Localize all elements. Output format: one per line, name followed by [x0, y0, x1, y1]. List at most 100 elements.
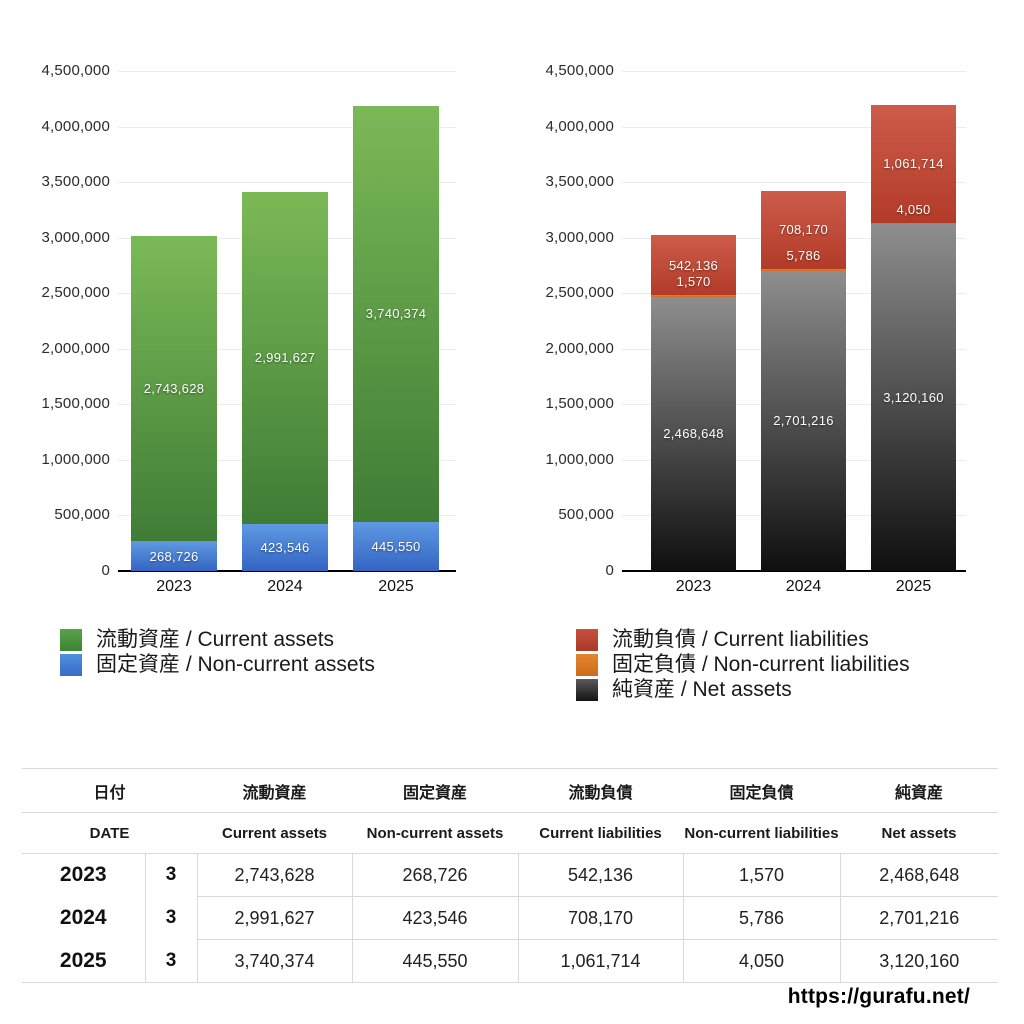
bar-segment-current-assets-2023: [131, 236, 217, 542]
table-header-row-ja: 日付 流動資産 固定資産 流動負債 固定負債 純資産: [22, 768, 999, 813]
liabilities-chart: 0 500,000 1,000,000 1,500,000 2,000,000 2,500…: [520, 55, 990, 615]
y-tick-label: 4,500,000: [41, 62, 110, 79]
current-assets-legend-swatch-icon: [60, 628, 82, 651]
bar-segment-current-liabilities-2024: [761, 190, 846, 270]
bar-segment-non-current-liabilities-2024: [761, 269, 846, 271]
bar-segment-non-current-liabilities-2023: [651, 295, 736, 297]
legend-item-non-current-liabilities: 固定負債 / Non-current liabilities: [576, 652, 910, 677]
bar-value-label-non-current-liabilities-2025: 4,050: [896, 201, 931, 217]
source-url: https://gurafu.net/: [787, 985, 970, 1008]
legend-label-current-liabilities: 流動負債 / Current liabilities: [612, 627, 869, 651]
y-tick-label: 3,500,000: [41, 173, 110, 191]
bar-segment-net-assets-2023: [651, 296, 736, 571]
bar-segment-net-assets-2024: [761, 270, 846, 571]
assets-chart: 0 500,000 1,000,000 1,500,000 2,000,000 2,500…: [16, 55, 486, 615]
net-assets-cell: 2,701,216: [839, 896, 999, 940]
col-header-date-en: DATE: [22, 812, 198, 854]
x-tick-label-2023: 2023: [675, 578, 712, 595]
non-current-liabilities-cell: 4,050: [682, 939, 841, 983]
y-tick-label: 2,500,000: [41, 284, 110, 302]
bar-value-label-net-assets-2023: 2,468,648: [663, 426, 724, 442]
month-cell: 3: [144, 939, 198, 983]
bar-value-label-current-liabilities-2024: 708,170: [778, 222, 829, 238]
bar-value-label-net-assets-2025: 3,120,160: [883, 390, 944, 406]
y-tick-label: 1,500,000: [545, 395, 614, 413]
current-liabilities-cell: 708,170: [517, 896, 684, 940]
col-header-current-liabilities-en: Current liabilities: [518, 812, 684, 854]
y-tick-label: 1,000,000: [545, 450, 614, 468]
bar-value-label-net-assets-2024: 2,701,216: [773, 413, 834, 429]
non-current-liabilities-cell: 1,570: [682, 853, 841, 897]
y-tick-label: 4,500,000: [545, 62, 614, 79]
y-tick-label: 500,000: [54, 506, 110, 524]
net-assets-cell: 3,120,160: [839, 939, 999, 983]
current-assets-cell: 3,740,374: [196, 939, 353, 983]
year-cell: 2025: [22, 939, 145, 983]
assets-chart-plot: 268,726 2,743,628 423,546 2,991,627 445,550 3…: [118, 71, 456, 572]
legend-label-non-current-liabilities: 固定負債 / Non-current liabilities: [612, 652, 910, 676]
table-row-2024: 2024 3 2,991,627 423,546 708,170 5,786 2…: [22, 896, 999, 940]
col-header-non-current-assets-ja: 固定資産: [352, 768, 519, 813]
x-tick-label-2025: 2025: [378, 578, 414, 595]
non-current-assets-cell: 445,550: [351, 939, 519, 983]
col-header-non-current-liabilities-ja: 固定負債: [683, 768, 841, 813]
non-current-liabilities-cell: 5,786: [682, 896, 841, 940]
current-assets-cell: 2,991,627: [196, 896, 353, 940]
non-current-assets-legend-swatch-icon: [60, 653, 82, 676]
legend-item-current-liabilities: 流動負債 / Current liabilities: [576, 627, 910, 652]
x-tick-label-2025: 2025: [895, 578, 932, 595]
month-cell: 3: [144, 896, 198, 940]
col-header-net-assets-en: Net assets: [840, 812, 999, 854]
assets-chart-x-axis-line: [118, 570, 456, 572]
bar-segment-non-current-assets-2025: [353, 521, 439, 571]
liabilities-chart-x-axis-line: [622, 570, 966, 572]
legend-item-net-assets: 純資産 / Net assets: [576, 677, 910, 702]
bar-value-label-non-current-assets-2023: 268,726: [149, 548, 199, 564]
assets-legend: 流動資産 / Current assets 固定資産 / Non-current …: [60, 627, 375, 677]
month-cell: 3: [144, 853, 198, 897]
legend-item-non-current-assets: 固定資産 / Non-current assets: [60, 652, 375, 677]
col-header-current-liabilities-ja: 流動負債: [518, 768, 684, 813]
bar-value-label-non-current-liabilities-2023: 1,570: [676, 274, 711, 290]
legend-label-current-assets: 流動資産 / Current assets: [96, 627, 335, 651]
bar-segment-current-assets-2025: [353, 105, 439, 522]
col-header-non-current-liabilities-en: Non-current liabilities: [683, 812, 841, 854]
y-tick-label: 4,000,000: [545, 117, 614, 135]
balance-sheet-table: 日付 流動資産 固定資産 流動負債 固定負債 純資産 DATE Current …: [22, 768, 999, 983]
legend-label-net-assets: 純資産 / Net assets: [612, 677, 792, 701]
legend-label-non-current-assets: 固定資産 / Non-current assets: [96, 652, 375, 676]
bar-value-label-non-current-liabilities-2024: 5,786: [786, 248, 821, 264]
bar-value-label-current-liabilities-2023: 542,136: [668, 257, 719, 273]
non-current-liabilities-legend-swatch-icon: [576, 653, 598, 676]
liabilities-chart-plot: 2,468,648 1,570 542,136 2,701,216 5,786 708,1…: [622, 71, 966, 572]
col-header-current-assets-ja: 流動資産: [197, 768, 353, 813]
net-assets-cell: 2,468,648: [839, 853, 999, 897]
current-liabilities-cell: 1,061,714: [517, 939, 684, 983]
legend-item-current-assets: 流動資産 / Current assets: [60, 627, 375, 652]
current-liabilities-cell: 542,136: [517, 853, 684, 897]
current-liabilities-legend-swatch-icon: [576, 628, 598, 651]
gridline: [622, 71, 966, 72]
bar-value-label-current-assets-2023: 2,743,628: [143, 381, 205, 397]
year-cell: 2024: [59, 906, 107, 929]
bar-value-label-non-current-assets-2025: 445,550: [371, 538, 421, 554]
gridline: [118, 182, 456, 184]
bar-segment-non-current-assets-2024: [242, 523, 328, 571]
y-tick-label: 0: [101, 562, 110, 579]
bar-value-label-non-current-assets-2024: 423,546: [260, 539, 310, 555]
x-tick-label-2023: 2023: [156, 578, 192, 595]
y-tick-label: 1,000,000: [41, 450, 110, 468]
gridline: [622, 182, 966, 184]
current-assets-cell: 2,743,628: [196, 853, 353, 897]
assets-chart-y-axis: 0 500,000 1,000,000 1,500,000 2,000,000 2,500…: [16, 55, 110, 587]
liabilities-legend: 流動負債 / Current liabilities 固定負債 / Non-cur…: [576, 627, 910, 702]
liabilities-chart-y-axis: 0 500,000 1,000,000 1,500,000 2,000,000 2,500…: [520, 55, 614, 587]
y-tick-label: 3,000,000: [41, 228, 110, 246]
bar-segment-non-current-assets-2023: [131, 541, 217, 571]
year-cell: 2023: [59, 863, 107, 887]
bar-value-label-current-assets-2024: 2,991,627: [254, 350, 316, 366]
y-tick-label: 4,000,000: [41, 117, 110, 135]
y-tick-label: 3,000,000: [545, 228, 614, 246]
gridline: [118, 126, 456, 128]
net-assets-legend-swatch-icon: [576, 678, 598, 701]
